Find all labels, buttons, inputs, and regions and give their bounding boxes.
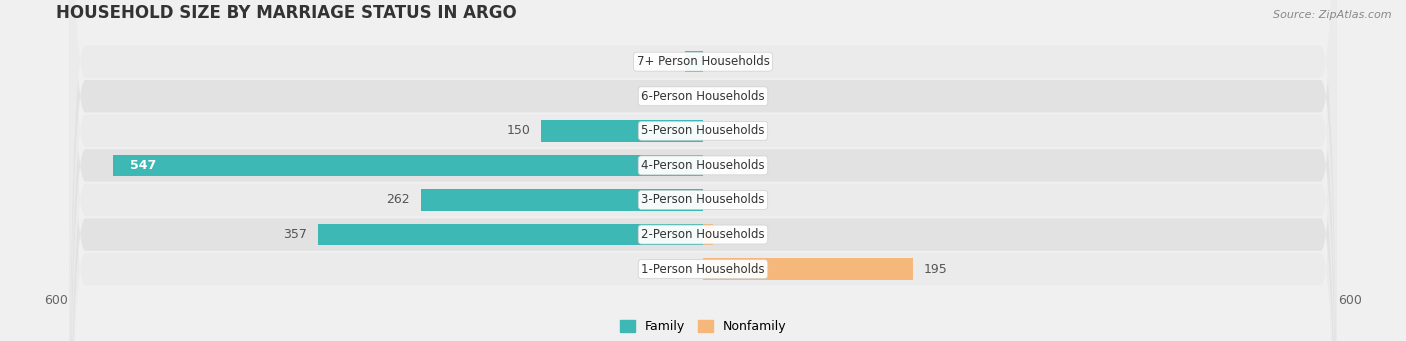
FancyBboxPatch shape (69, 0, 1337, 341)
Text: 0: 0 (714, 90, 721, 103)
Text: 0: 0 (714, 193, 721, 206)
FancyBboxPatch shape (69, 0, 1337, 341)
Bar (114, 155, 703, 176)
FancyBboxPatch shape (69, 0, 1337, 341)
Bar (420, 189, 703, 211)
Text: 0: 0 (685, 90, 692, 103)
Legend: Family, Nonfamily: Family, Nonfamily (614, 315, 792, 338)
Text: HOUSEHOLD SIZE BY MARRIAGE STATUS IN ARGO: HOUSEHOLD SIZE BY MARRIAGE STATUS IN ARG… (56, 4, 517, 22)
Text: 4-Person Households: 4-Person Households (641, 159, 765, 172)
Text: Source: ZipAtlas.com: Source: ZipAtlas.com (1274, 10, 1392, 20)
Text: 6-Person Households: 6-Person Households (641, 90, 765, 103)
Text: 547: 547 (129, 159, 156, 172)
FancyBboxPatch shape (69, 0, 1337, 341)
FancyBboxPatch shape (69, 0, 1337, 341)
Bar (541, 120, 703, 142)
Text: 0: 0 (714, 124, 721, 137)
Text: 150: 150 (506, 124, 530, 137)
Text: 357: 357 (284, 228, 308, 241)
Text: 1-Person Households: 1-Person Households (641, 263, 765, 276)
Text: 195: 195 (924, 263, 948, 276)
Text: 2-Person Households: 2-Person Households (641, 228, 765, 241)
Bar (685, 51, 703, 72)
Text: 3-Person Households: 3-Person Households (641, 193, 765, 206)
Text: 7+ Person Households: 7+ Person Households (637, 55, 769, 68)
Text: 17: 17 (658, 55, 673, 68)
Text: 5-Person Households: 5-Person Households (641, 124, 765, 137)
Text: 0: 0 (714, 55, 721, 68)
FancyBboxPatch shape (69, 0, 1337, 341)
Text: 0: 0 (714, 159, 721, 172)
Bar (703, 258, 914, 280)
Text: 262: 262 (387, 193, 409, 206)
Text: 9: 9 (724, 228, 731, 241)
Bar (318, 224, 703, 245)
Bar (703, 224, 713, 245)
FancyBboxPatch shape (69, 0, 1337, 341)
